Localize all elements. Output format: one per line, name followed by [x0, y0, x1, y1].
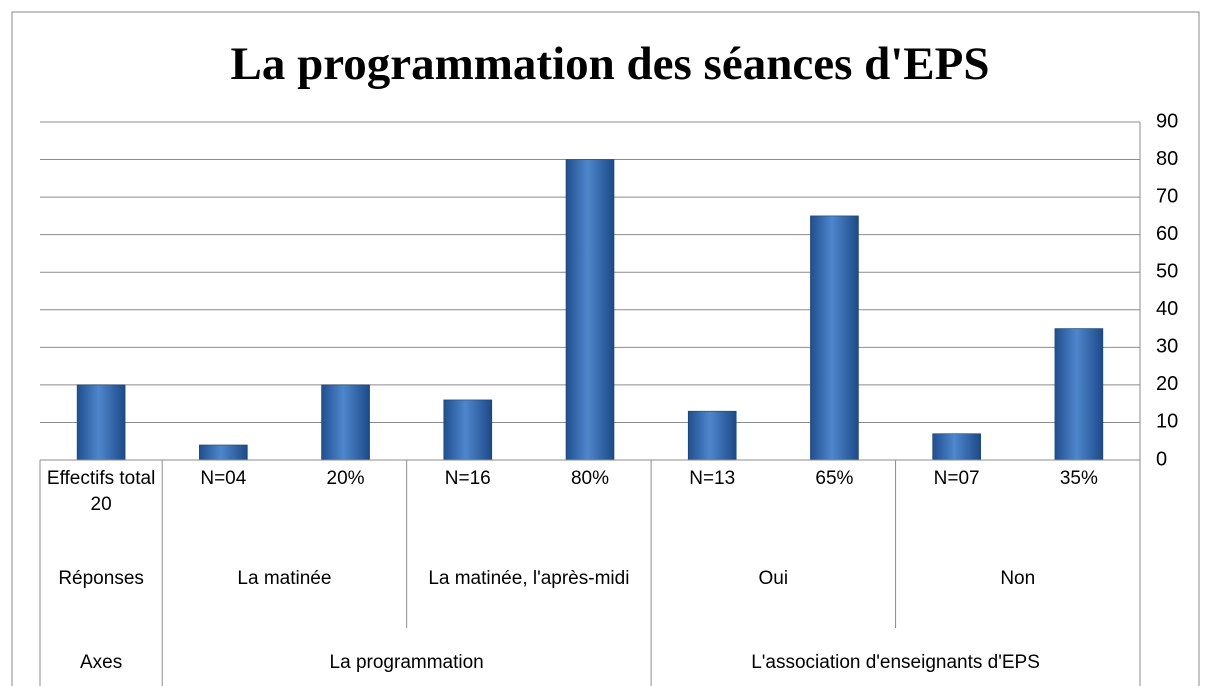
category-label: 65%	[815, 468, 854, 489]
axis-group-label: La programmation	[329, 652, 484, 673]
bar	[687, 410, 737, 461]
bar	[321, 384, 370, 461]
response-label: La matinée, l'après-midi	[428, 568, 630, 589]
bar	[443, 399, 493, 461]
y-tick-label: 70	[1156, 185, 1178, 207]
bar	[565, 159, 615, 461]
response-label: Réponses	[58, 568, 144, 589]
bar	[199, 444, 248, 461]
response-label: Non	[1000, 568, 1036, 589]
category-label: 80%	[570, 468, 609, 489]
y-tick-label: 30	[1156, 336, 1178, 358]
chart-title: La programmation des séances d'EPS	[231, 38, 990, 90]
y-tick-label: 50	[1156, 261, 1178, 283]
category-label: 35%	[1059, 468, 1098, 489]
category-label: N=07	[933, 468, 980, 489]
response-label: La matinée	[237, 568, 332, 589]
response-label: Oui	[758, 568, 789, 589]
bar	[76, 384, 126, 461]
category-label: 20%	[326, 468, 365, 489]
axis-group-label: Axes	[79, 652, 123, 673]
y-tick-label: 20	[1156, 373, 1178, 395]
bar	[932, 433, 981, 461]
y-tick-label: 90	[1156, 110, 1178, 132]
y-tick-label: 0	[1156, 448, 1167, 470]
category-label: N=16	[444, 468, 491, 489]
y-tick-label: 60	[1156, 223, 1178, 245]
y-tick-label: 40	[1156, 298, 1178, 320]
bar	[810, 215, 859, 461]
bar	[1054, 328, 1104, 461]
category-label: N=13	[689, 468, 736, 489]
category-label: Effectifs total 20	[46, 468, 156, 515]
axis-group-label: L'association d'enseignants d'EPS	[751, 652, 1040, 673]
y-tick-label: 80	[1156, 148, 1178, 170]
y-tick-label: 10	[1156, 411, 1178, 433]
category-label: N=04	[200, 468, 247, 489]
